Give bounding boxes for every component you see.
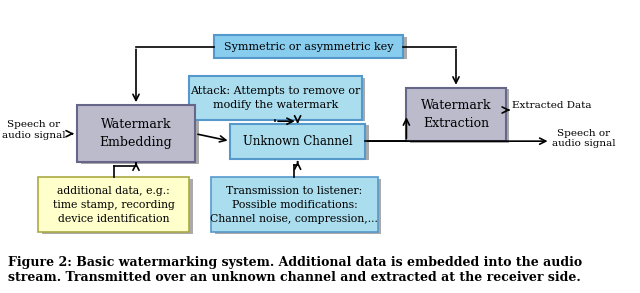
- FancyBboxPatch shape: [38, 177, 189, 232]
- Text: Unknown Channel: Unknown Channel: [243, 135, 353, 148]
- Text: Extracted Data: Extracted Data: [512, 100, 591, 110]
- Text: Attack: Attempts to remove or
modify the watermark: Attack: Attempts to remove or modify the…: [190, 86, 360, 110]
- FancyBboxPatch shape: [193, 78, 365, 122]
- FancyBboxPatch shape: [189, 76, 362, 120]
- Text: Watermark
Embedding: Watermark Embedding: [100, 118, 172, 149]
- Text: Transmission to listener:
Possible modifications:
Channel noise, compression,...: Transmission to listener: Possible modif…: [211, 186, 378, 224]
- FancyBboxPatch shape: [81, 107, 199, 164]
- FancyBboxPatch shape: [211, 177, 378, 232]
- Text: Speech or
audio signal: Speech or audio signal: [2, 120, 65, 140]
- Text: Speech or
audio signal: Speech or audio signal: [552, 129, 615, 148]
- FancyBboxPatch shape: [406, 88, 506, 141]
- Text: Figure 2: Basic watermarking system. Additional data is embedded into the audio
: Figure 2: Basic watermarking system. Add…: [8, 256, 582, 284]
- Text: Symmetric or asymmetric key: Symmetric or asymmetric key: [224, 42, 394, 52]
- FancyBboxPatch shape: [230, 124, 365, 159]
- FancyBboxPatch shape: [234, 125, 369, 160]
- Text: Watermark
Extraction: Watermark Extraction: [420, 99, 492, 130]
- FancyBboxPatch shape: [410, 89, 509, 143]
- FancyBboxPatch shape: [214, 35, 403, 58]
- FancyBboxPatch shape: [77, 105, 195, 162]
- FancyBboxPatch shape: [218, 37, 407, 59]
- FancyBboxPatch shape: [215, 179, 381, 234]
- Text: additional data, e.g.:
time stamp, recording
device identification: additional data, e.g.: time stamp, recor…: [52, 186, 175, 224]
- FancyBboxPatch shape: [42, 179, 193, 234]
